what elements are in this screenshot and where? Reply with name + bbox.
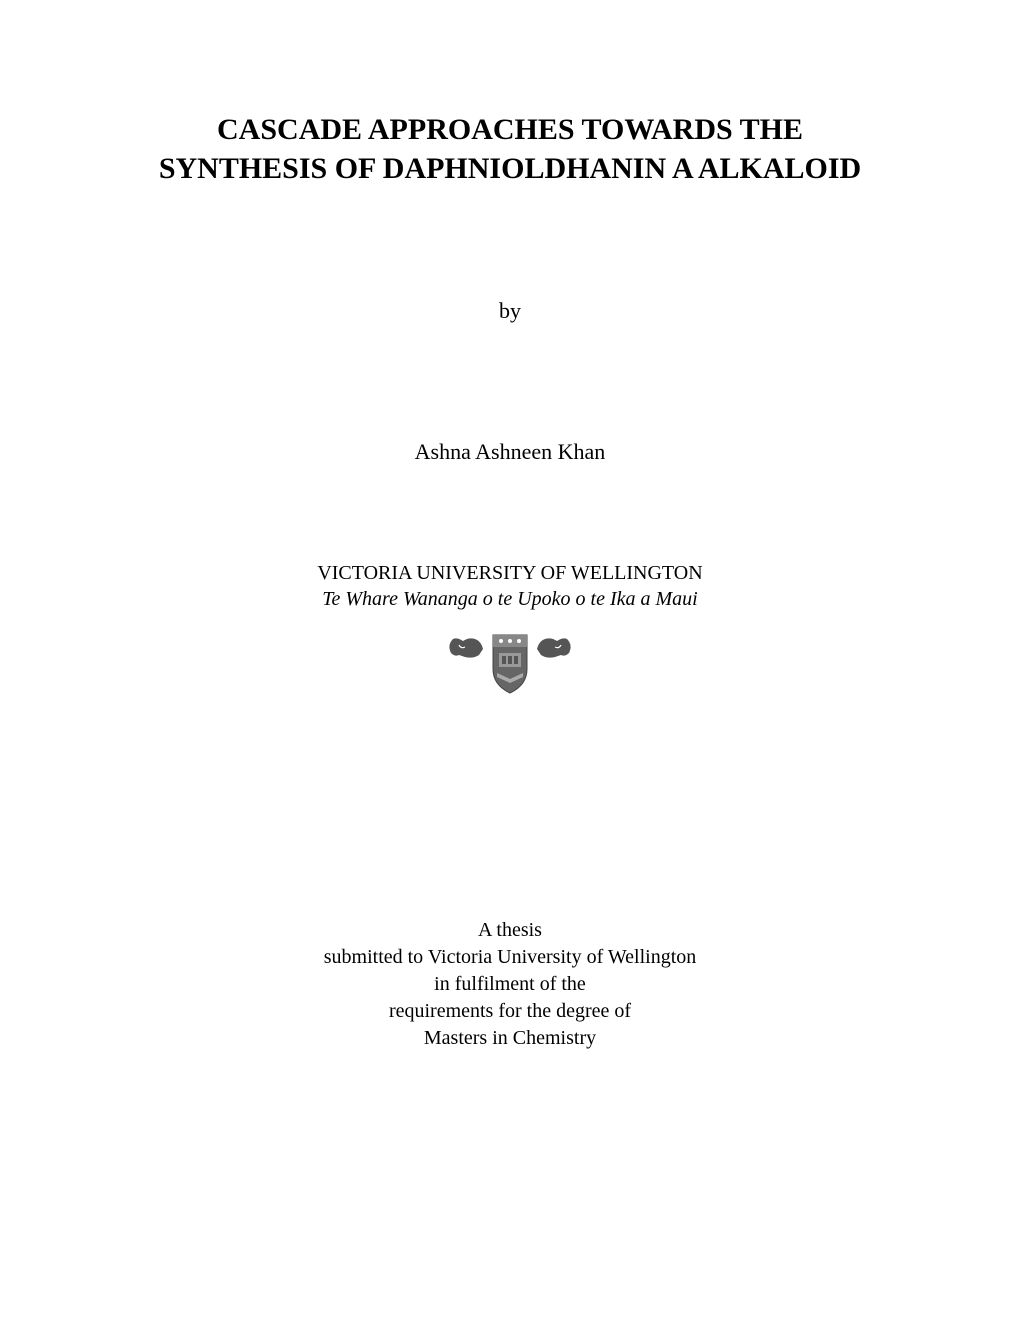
title-line-2: SYNTHESIS OF DAPHNIOLDHANIN A ALKALOID <box>159 152 861 185</box>
thesis-line-3: in fulfilment of the <box>100 971 920 998</box>
by-label: by <box>100 298 920 324</box>
title-line-1: CASCADE APPROACHES TOWARDS THE <box>217 113 803 146</box>
thesis-statement: A thesis submitted to Victoria Universit… <box>100 917 920 1052</box>
thesis-line-2: submitted to Victoria University of Well… <box>100 944 920 971</box>
author-name: Ashna Ashneen Khan <box>100 439 920 465</box>
university-logo-container <box>100 627 920 697</box>
thesis-title: CASCADE APPROACHES TOWARDS THE SYNTHESIS… <box>100 110 920 188</box>
university-crest-icon <box>445 627 575 697</box>
university-name-maori: Te Whare Wananga o te Upoko o te Ika a M… <box>100 586 920 612</box>
thesis-line-5: Masters in Chemistry <box>100 1025 920 1052</box>
university-name-english: VICTORIA UNIVERSITY OF WELLINGTON <box>100 560 920 586</box>
thesis-line-1: A thesis <box>100 917 920 944</box>
thesis-line-4: requirements for the degree of <box>100 998 920 1025</box>
